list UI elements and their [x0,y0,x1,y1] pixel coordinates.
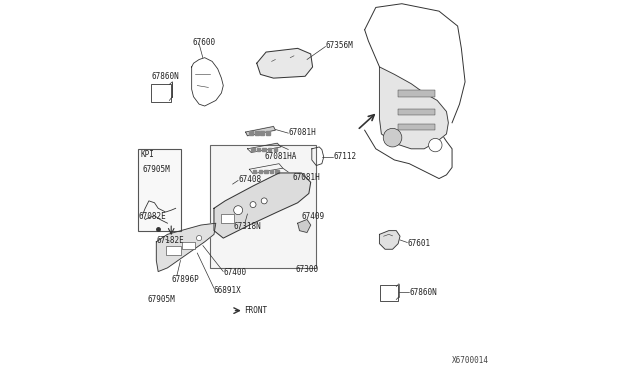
Polygon shape [250,164,283,174]
Polygon shape [214,173,310,238]
Bar [266,131,270,135]
Bar [253,170,257,173]
Text: 67409: 67409 [301,212,324,221]
Bar [398,124,435,130]
Text: 67082E: 67082E [138,212,166,221]
Bar [255,131,259,135]
Polygon shape [298,219,310,232]
Text: 67300: 67300 [296,265,319,274]
Bar [182,242,195,249]
Text: 67600: 67600 [193,38,216,47]
Text: 67081HA: 67081HA [265,153,298,161]
FancyBboxPatch shape [380,285,397,301]
Circle shape [196,235,202,241]
Polygon shape [156,223,216,272]
Polygon shape [246,126,275,136]
Text: 67081H: 67081H [292,173,320,182]
Bar [221,214,234,223]
Text: 66891X: 66891X [214,286,242,295]
Text: 67318N: 67318N [234,222,261,231]
Text: 67408: 67408 [238,175,261,184]
Bar [257,148,260,151]
Text: KPI: KPI [141,150,155,159]
Circle shape [250,202,256,208]
Text: 67860N: 67860N [152,72,180,81]
Text: 67356M: 67356M [326,41,353,50]
Polygon shape [380,231,400,249]
Text: 67112: 67112 [333,153,356,161]
Bar [262,148,266,151]
Circle shape [234,206,243,215]
Bar [273,148,277,151]
Text: X6700014: X6700014 [452,356,489,365]
FancyBboxPatch shape [151,84,172,102]
Bar [270,170,273,173]
Text: 67905M: 67905M [147,295,175,304]
Bar [268,148,271,151]
Bar [275,170,278,173]
Text: FRONT: FRONT [244,306,267,315]
Bar [250,131,253,135]
FancyBboxPatch shape [211,145,316,268]
Bar [398,90,435,97]
Bar [260,131,264,135]
Text: 67400: 67400 [223,268,246,277]
Bar [166,246,180,255]
Circle shape [429,138,442,152]
Bar [251,148,255,151]
Bar [259,170,262,173]
Text: 67182E: 67182E [156,236,184,245]
Text: 67896P: 67896P [172,275,200,283]
Text: 67601: 67601 [408,239,431,248]
Text: 67860N: 67860N [410,288,437,297]
Circle shape [383,128,402,147]
Polygon shape [380,67,449,149]
Polygon shape [257,48,312,78]
Text: 67081H: 67081H [289,128,316,137]
Text: 67905M: 67905M [143,165,170,174]
FancyBboxPatch shape [138,149,180,231]
Polygon shape [248,143,281,153]
Bar [264,170,268,173]
Circle shape [261,198,267,204]
Bar [398,109,435,115]
